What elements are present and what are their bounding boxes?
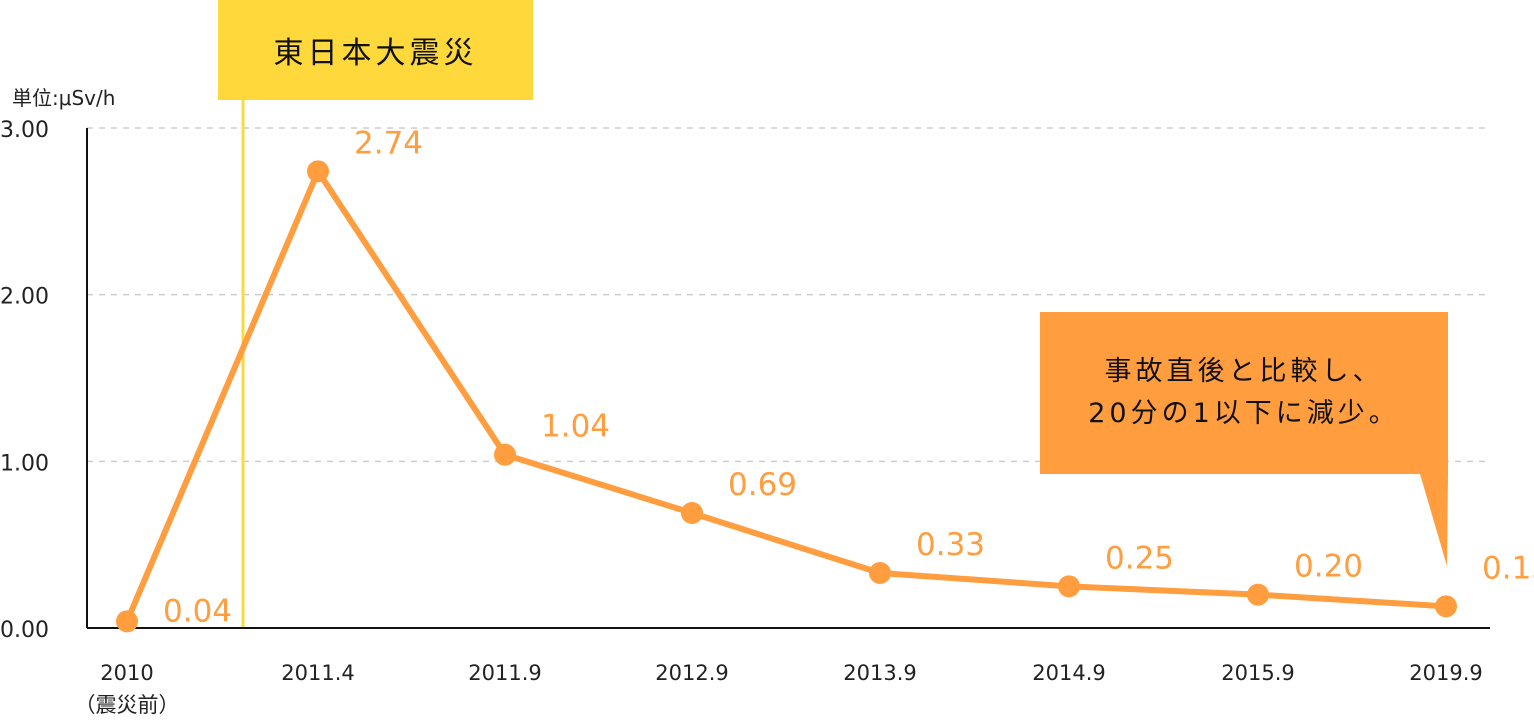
x-tick-label: 2011.9 bbox=[468, 661, 541, 685]
data-label: 0.04 bbox=[163, 593, 232, 629]
earthquake-annotation: 東日本大震災 bbox=[218, 0, 533, 100]
y-tick-label: 2.00 bbox=[0, 285, 49, 310]
data-point bbox=[1435, 595, 1457, 618]
series-line bbox=[124, 168, 1447, 623]
data-point bbox=[869, 562, 891, 584]
unit-label: 単位:μSv/h bbox=[12, 86, 116, 110]
x-tick-label: 2019.9 bbox=[1409, 661, 1482, 685]
data-label: 0.25 bbox=[1105, 540, 1174, 576]
data-label: 0.13 bbox=[1482, 550, 1534, 586]
y-tick-label: 0.00 bbox=[0, 618, 49, 643]
data-point bbox=[1058, 575, 1080, 598]
data-label: 0.33 bbox=[916, 527, 985, 563]
data-point bbox=[494, 443, 516, 466]
x-tick-label: 2012.9 bbox=[655, 661, 728, 685]
x-tick-label: 2011.4 bbox=[281, 661, 354, 685]
data-label: 2.74 bbox=[354, 125, 423, 161]
x-tick-label: 2010 bbox=[100, 661, 153, 685]
x-tick-label: （震災前） bbox=[75, 693, 180, 717]
x-tick-label: 2014.9 bbox=[1032, 661, 1105, 685]
y-tick-label: 1.00 bbox=[0, 451, 49, 476]
data-point bbox=[681, 502, 703, 524]
y-tick-label: 3.00 bbox=[0, 118, 49, 143]
data-point bbox=[116, 610, 138, 633]
data-point bbox=[307, 160, 329, 183]
callout-tail bbox=[1420, 474, 1448, 566]
data-label: 0.20 bbox=[1294, 549, 1363, 585]
x-tick-label: 2015.9 bbox=[1221, 661, 1294, 685]
x-tick-label: 2013.9 bbox=[843, 661, 916, 685]
data-point bbox=[1247, 583, 1269, 606]
data-label: 0.69 bbox=[728, 467, 797, 503]
data-label: 1.04 bbox=[541, 409, 610, 445]
reduction-callout: 事故直後と比較し、 20分の1以下に減少。 bbox=[1040, 312, 1448, 474]
